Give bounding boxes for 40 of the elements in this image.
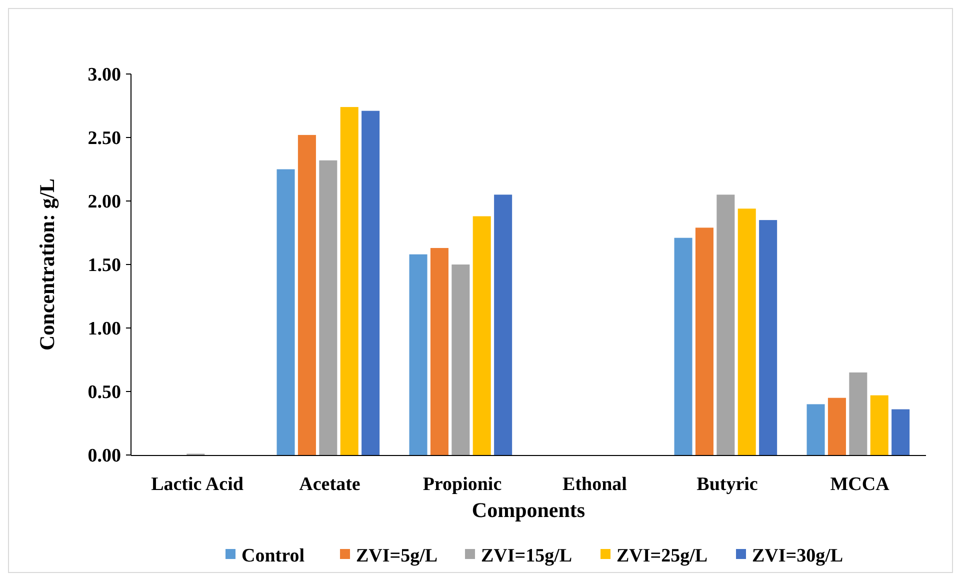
legend-label: Control — [242, 546, 304, 567]
bar — [340, 107, 358, 455]
bar — [276, 169, 295, 455]
legend-label: ZVI=30g/L — [752, 546, 844, 567]
bar — [494, 194, 512, 455]
x-tick-label: MCCA — [830, 474, 890, 495]
x-tick-label: Lactic Acid — [151, 474, 244, 495]
bar — [409, 254, 428, 455]
bar — [870, 395, 888, 455]
bar — [430, 248, 448, 455]
bar — [319, 160, 338, 455]
legend-label: ZVI=15g/L — [481, 546, 572, 567]
bar — [892, 409, 910, 455]
y-axis-title: Concentration: g/L — [35, 178, 59, 351]
y-tick-label: 0.50 — [88, 382, 121, 404]
bar — [472, 216, 491, 455]
bar — [738, 208, 756, 455]
x-tick-label: Propionic — [422, 474, 502, 495]
bar — [362, 110, 380, 455]
legend-label: ZVI=5g/L — [356, 546, 438, 567]
bar — [716, 194, 735, 455]
x-tick-label: Ethonal — [562, 474, 627, 495]
bar — [452, 264, 470, 455]
y-tick-label: 1.00 — [88, 318, 121, 340]
bar — [298, 134, 316, 455]
bar — [828, 398, 846, 455]
y-tick-label: 2.50 — [88, 128, 121, 150]
bar — [674, 238, 692, 455]
bar — [849, 372, 868, 455]
y-tick-label: 3.00 — [88, 64, 121, 86]
x-axis-title: Components — [472, 498, 586, 522]
bar — [695, 228, 714, 455]
x-tick-label: Acetate — [299, 474, 360, 495]
bar — [759, 220, 778, 455]
legend-label: ZVI=25g/L — [616, 546, 708, 567]
y-tick-label: 1.50 — [88, 255, 121, 276]
bar — [806, 404, 825, 455]
y-tick-label: 2.00 — [88, 192, 121, 213]
y-tick-label: 0.00 — [88, 446, 121, 467]
x-tick-label: Butyric — [696, 474, 758, 495]
